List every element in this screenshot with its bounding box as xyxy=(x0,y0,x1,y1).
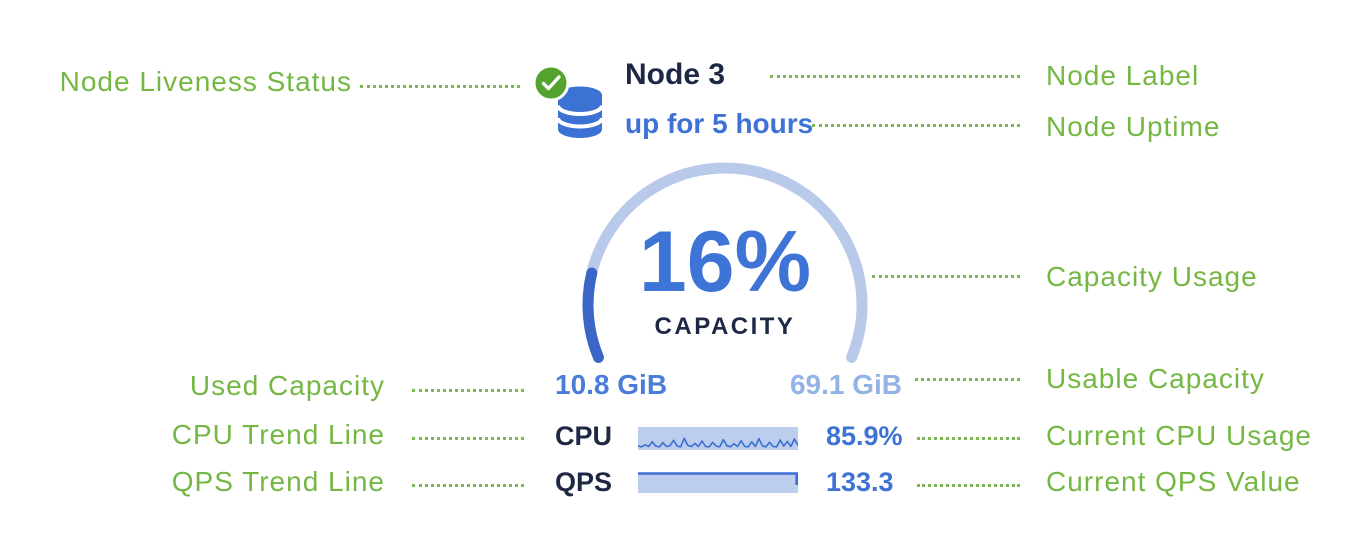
callout-current-qps-value: Current QPS Value xyxy=(1046,466,1301,497)
leader-usable-capacity-dotted-line xyxy=(915,378,1020,381)
capacity-caption: CAPACITY xyxy=(654,313,796,340)
callout-cpu-trend-line: CPU Trend Line xyxy=(171,419,385,450)
database-icon xyxy=(556,86,604,140)
cpu-usage-value: 85.9% xyxy=(826,421,903,451)
qps-label: QPS xyxy=(555,467,613,497)
leader-node-label-dotted-line xyxy=(770,75,1020,78)
callout-node-label: Node Label xyxy=(1046,60,1200,91)
leader-liveness-dotted-line xyxy=(360,85,520,88)
capacity-usage-percent: 16% xyxy=(638,214,812,310)
capacity-gauge xyxy=(570,158,880,378)
callout-node-liveness-status: Node Liveness Status xyxy=(59,66,352,97)
leader-node-uptime-dotted-line xyxy=(812,124,1020,127)
leader-used-capacity-dotted-line xyxy=(412,389,524,392)
check-circle-icon xyxy=(531,63,571,103)
qps-sparkline xyxy=(638,471,798,493)
qps-value: 133.3 xyxy=(826,467,894,497)
leader-capacity-usage-dotted-line xyxy=(872,275,1020,278)
usable-capacity-value: 69.1 GiB xyxy=(789,369,902,400)
leader-qps-value-dotted-line xyxy=(917,484,1020,487)
leader-cpu-usage-dotted-line xyxy=(917,437,1020,440)
leader-qps-trend-dotted-line xyxy=(412,484,524,487)
callout-usable-capacity: Usable Capacity xyxy=(1046,363,1265,394)
leader-cpu-trend-dotted-line xyxy=(412,437,524,440)
callout-qps-trend-line: QPS Trend Line xyxy=(171,466,385,497)
callout-node-uptime: Node Uptime xyxy=(1046,111,1221,142)
cpu-sparkline xyxy=(638,427,798,450)
node-uptime: up for 5 hours xyxy=(625,108,814,139)
callout-used-capacity: Used Capacity xyxy=(189,370,385,401)
callout-capacity-usage: Capacity Usage xyxy=(1046,261,1258,292)
node-label: Node 3 xyxy=(625,58,726,91)
callout-current-cpu-usage: Current CPU Usage xyxy=(1046,420,1312,451)
cpu-label: CPU xyxy=(555,421,613,451)
used-capacity-value: 10.8 GiB xyxy=(555,369,668,400)
